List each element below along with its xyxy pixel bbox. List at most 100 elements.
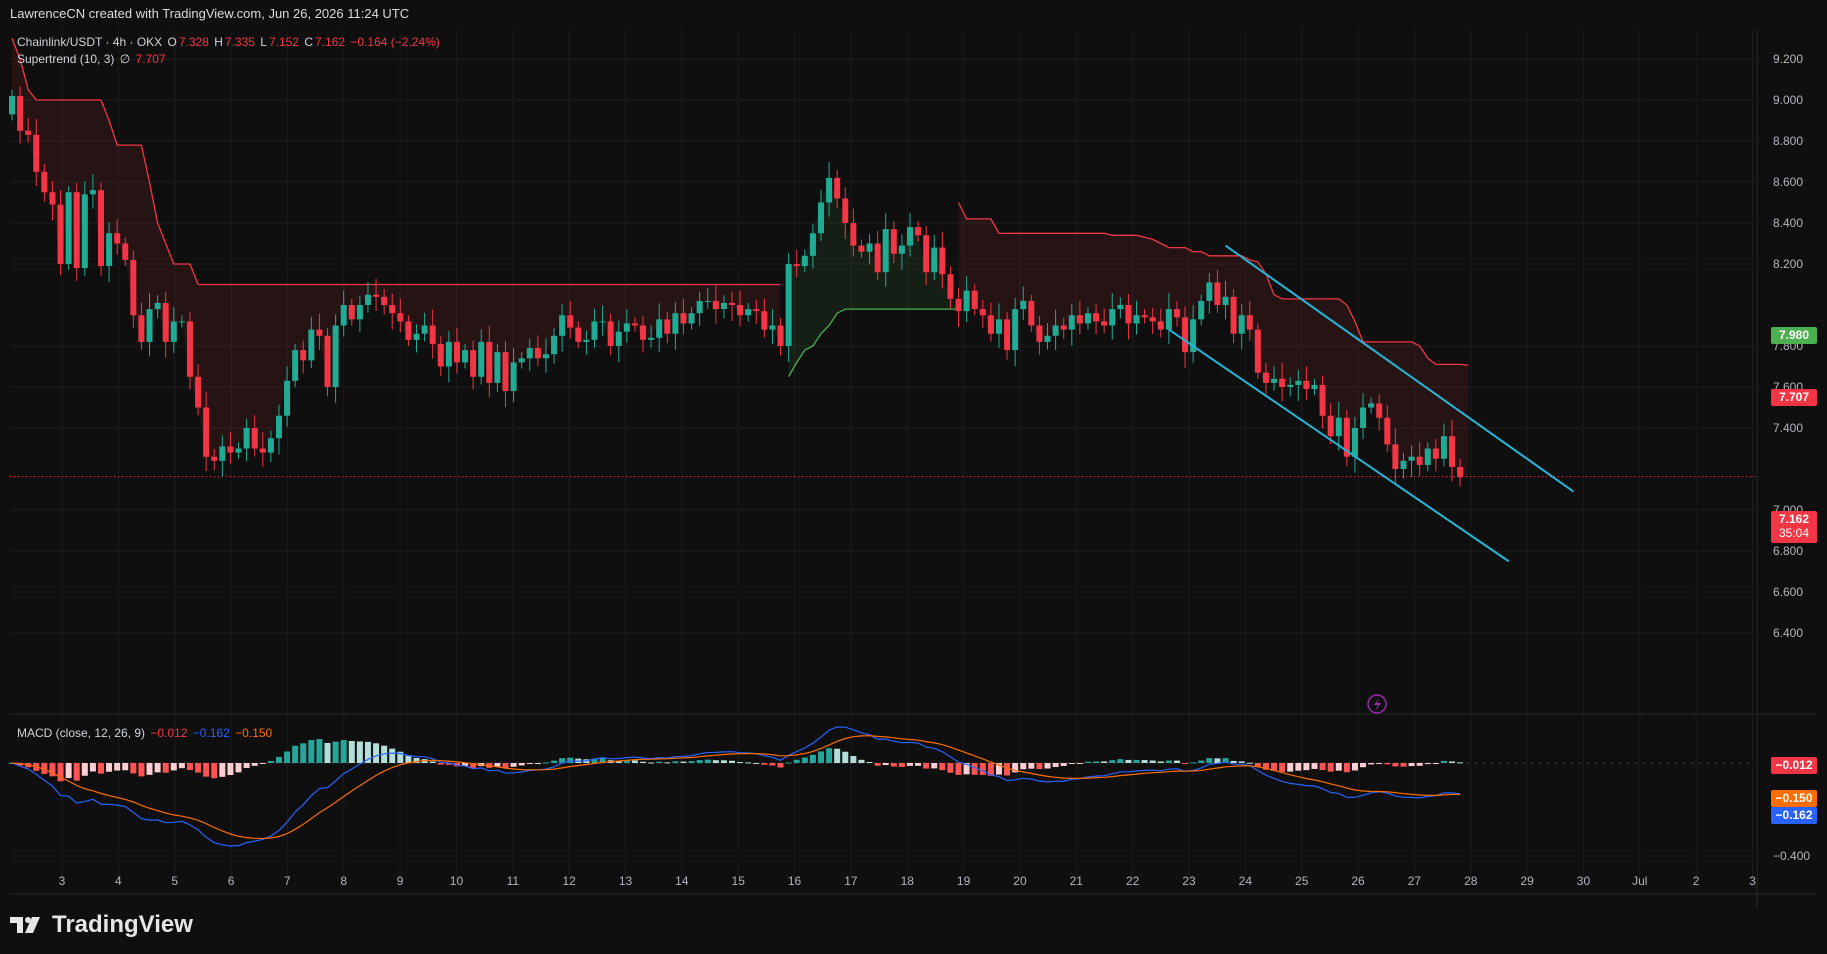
- macd-histogram-bar: [551, 760, 558, 763]
- macd-histogram-bar: [437, 763, 444, 765]
- candle-body: [688, 313, 695, 324]
- macd-histogram-bar: [1376, 763, 1383, 764]
- candle-body: [1084, 313, 1091, 324]
- candle-body: [316, 329, 323, 336]
- time-axis-label: 5: [171, 874, 178, 888]
- macd-histogram-bar: [130, 763, 137, 774]
- time-axis-label: 30: [1577, 874, 1591, 888]
- candle-body: [1141, 315, 1148, 318]
- candle-body: [170, 321, 177, 342]
- candle-body: [591, 321, 598, 340]
- candle-body: [931, 247, 938, 273]
- macd-hist-value: −0.012: [150, 726, 188, 740]
- low-value: 7.152: [268, 35, 299, 49]
- time-axis-label: 8: [340, 874, 347, 888]
- candle-body: [971, 290, 978, 310]
- macd-histogram-bar: [17, 763, 24, 766]
- candle-body: [65, 192, 72, 264]
- candle-body: [1376, 403, 1383, 418]
- macd-histogram-bar: [146, 763, 153, 775]
- macd-histogram-bar: [413, 757, 420, 763]
- candle-body: [356, 305, 363, 320]
- macd-histogram-bar: [1287, 763, 1294, 772]
- candle-body: [858, 245, 865, 252]
- macd-legend: MACD (close, 12, 26, 9) −0.012 −0.162 −0…: [17, 726, 274, 740]
- macd-histogram-bar: [591, 758, 598, 763]
- macd-histogram-bar: [842, 751, 849, 763]
- candle-body: [429, 325, 436, 344]
- macd-label: MACD (close, 12, 26, 9): [17, 726, 146, 740]
- macd-histogram-bar: [745, 762, 752, 764]
- macd-histogram-bar: [1052, 763, 1059, 767]
- candle-body: [162, 302, 169, 342]
- supertrend-price-tag: 7.707: [1771, 389, 1817, 406]
- macd-histogram-bar: [939, 763, 946, 771]
- macd-histogram-bar: [106, 763, 113, 772]
- candle-body: [1068, 315, 1075, 330]
- candle-body: [1360, 407, 1367, 428]
- low-label: L: [260, 35, 267, 49]
- supertrend-label: Supertrend (10, 3): [17, 52, 115, 66]
- candle-body: [599, 321, 606, 323]
- macd-histogram-bar: [850, 756, 857, 763]
- macd-histogram-bar: [963, 763, 970, 775]
- footer: TradingView: [10, 908, 193, 942]
- macd-histogram-bar: [801, 757, 808, 763]
- candle-body: [809, 233, 816, 256]
- candle-body: [1076, 315, 1083, 324]
- main-legend: Chainlink/USDT · 4h · OKX O 7.328 H 7.335 …: [17, 35, 442, 49]
- channel-lower-line: [1168, 328, 1510, 563]
- candle-body: [405, 321, 412, 340]
- macd-histogram-bar: [1076, 763, 1083, 764]
- supertrend-lines: [10, 38, 1755, 478]
- time-axis-label: Jul: [1632, 874, 1647, 888]
- macd-histogram-bar: [235, 763, 242, 773]
- macd-histogram-bar: [405, 755, 412, 763]
- macd-histogram-bar: [761, 763, 768, 765]
- candle-body: [1149, 317, 1156, 322]
- macd-histogram-bar: [1295, 763, 1302, 771]
- supertrend-value: 7.707: [135, 52, 166, 66]
- macd-histogram-bar: [931, 763, 938, 769]
- candle-body: [1343, 417, 1350, 457]
- supertrend-down-line: [957, 202, 1469, 366]
- grid-lines: [10, 30, 1815, 908]
- macd-histogram-bar: [1384, 763, 1391, 765]
- candle-body: [340, 305, 347, 326]
- candle-body: [89, 190, 96, 195]
- macd-histogram-bar: [1440, 760, 1447, 763]
- candle-body: [793, 264, 800, 267]
- macd-histogram-bar: [1262, 763, 1269, 770]
- candle-body: [923, 235, 930, 273]
- macd-histogram-bar: [1222, 758, 1229, 763]
- candle-body: [1036, 325, 1043, 342]
- candle-body: [1109, 309, 1116, 326]
- macd-histogram-bar: [114, 763, 121, 771]
- macd-histogram-bar: [882, 763, 889, 766]
- candle-body: [1190, 319, 1197, 353]
- candle-body: [955, 298, 962, 312]
- candle-body: [1060, 325, 1067, 330]
- candle-body: [648, 337, 655, 340]
- lightning-icon-bolt: [1374, 698, 1381, 711]
- candle-body: [518, 358, 525, 363]
- candle-body: [850, 223, 857, 246]
- macd-histogram-bar: [81, 763, 88, 776]
- candle-body: [17, 95, 24, 131]
- candle-body: [57, 204, 64, 264]
- supertrend-symbol: ∅: [119, 52, 131, 66]
- candle-body: [1384, 417, 1391, 445]
- macd-histogram-bar: [542, 762, 549, 764]
- countdown: 35:04: [1778, 526, 1810, 540]
- macd-histogram-bar: [275, 756, 282, 763]
- candle-body: [1262, 372, 1269, 383]
- macd-histogram-bar: [995, 763, 1002, 775]
- candle-body: [25, 130, 32, 135]
- macd-histogram-bar: [1004, 763, 1011, 776]
- candle-body: [640, 325, 647, 340]
- candle-body: [785, 264, 792, 346]
- brand-name: TradingView: [52, 911, 193, 938]
- trend-channel: [1168, 244, 1574, 714]
- time-axis-label: 2: [1693, 874, 1700, 888]
